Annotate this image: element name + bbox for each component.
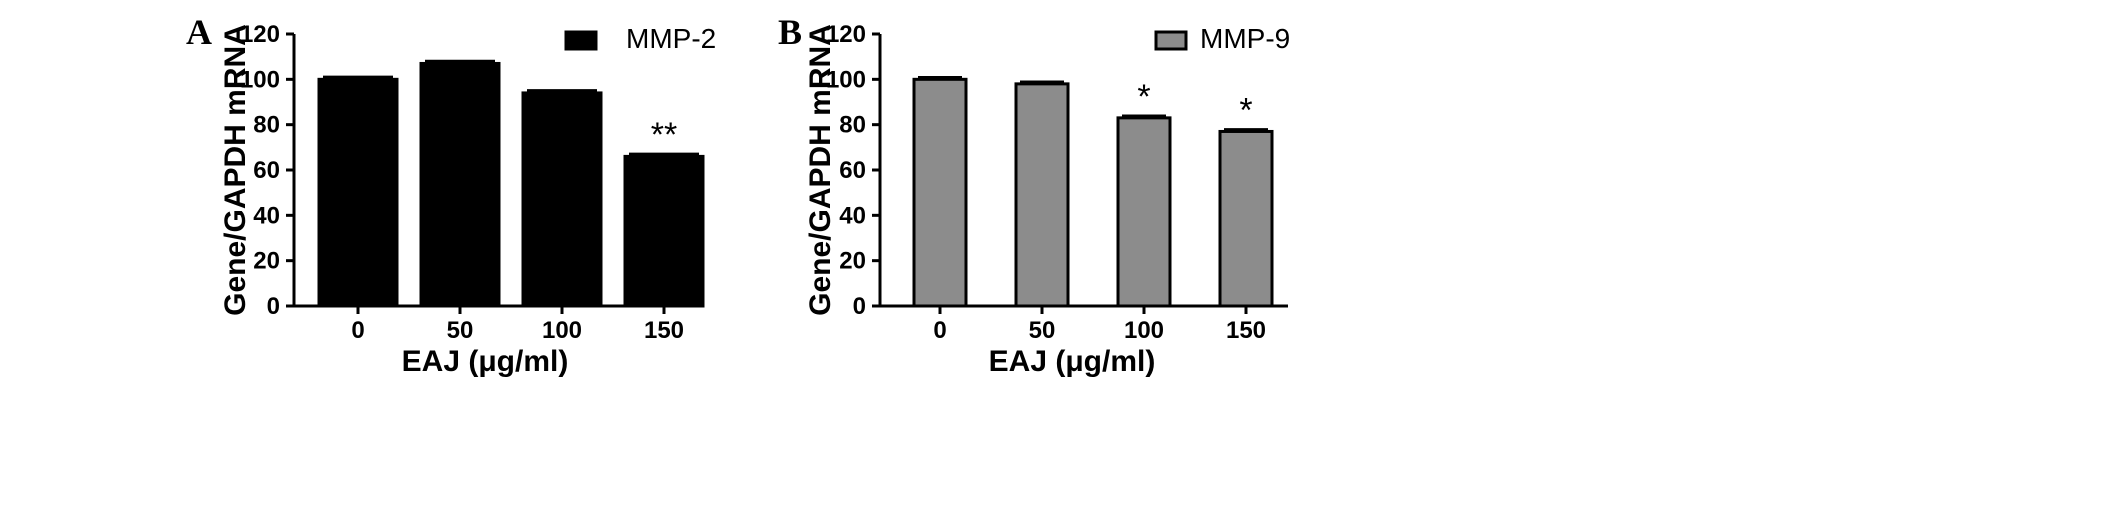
x-tick-label: 100 (542, 317, 582, 344)
legend-swatch (1154, 30, 1188, 51)
chart-panel-b: B 0 20 40 60 80 100 120 0 50 100 * 150 * Gene/GAPDH mR… (778, 12, 1290, 378)
y-tick-label: 0 (853, 293, 866, 320)
chart-panel-a: A 0 20 40 60 80 100 120 0 50 100 150 ** Gene/GAPDH mR… (186, 12, 716, 378)
bar-50 (419, 61, 501, 308)
x-tick-label: 50 (447, 317, 474, 344)
y-tick-label: 80 (253, 112, 280, 139)
y-tick-label: 20 (839, 248, 866, 275)
panel-letter: B (778, 12, 802, 52)
x-tick-label: 150 (1226, 317, 1266, 344)
x-tick-label: 50 (1029, 317, 1056, 344)
significance-marker: * (1239, 92, 1252, 130)
x-tick-label: 0 (351, 317, 364, 344)
bar-50 (1014, 82, 1070, 308)
bar-150 (623, 154, 705, 308)
panel-letter: A (186, 12, 212, 52)
x-axis-label: EAJ (μg/ml) (402, 345, 569, 378)
y-tick-label: 120 (826, 21, 866, 48)
y-tick-label: 60 (253, 157, 280, 184)
x-axis-label: EAJ (μg/ml) (989, 345, 1156, 378)
x-tick-label: 150 (644, 317, 684, 344)
legend-label: MMP-9 (1200, 23, 1290, 54)
y-axis-label: Gene/GAPDH mRNA (804, 24, 837, 316)
y-tick-label: 80 (839, 112, 866, 139)
y-tick-label: 120 (240, 21, 280, 48)
y-tick-label: 100 (826, 66, 866, 93)
legend-swatch (564, 30, 598, 51)
y-tick-label: 0 (267, 293, 280, 320)
bar-100 (521, 91, 603, 308)
y-tick-label: 100 (240, 66, 280, 93)
bar-100 (1116, 116, 1172, 308)
bar-0 (912, 77, 968, 308)
x-tick-label: 0 (933, 317, 946, 344)
y-tick-label: 60 (839, 157, 866, 184)
significance-marker: * (1137, 78, 1150, 116)
y-tick-label: 20 (253, 248, 280, 275)
legend-label: MMP-2 (626, 23, 716, 54)
bar-0 (317, 77, 399, 308)
y-tick-label: 40 (253, 202, 280, 229)
bar-150 (1218, 129, 1274, 308)
significance-marker: ** (651, 116, 677, 154)
y-axis-label: Gene/GAPDH mRNA (219, 24, 252, 316)
y-tick-label: 40 (839, 202, 866, 229)
x-tick-label: 100 (1124, 317, 1164, 344)
